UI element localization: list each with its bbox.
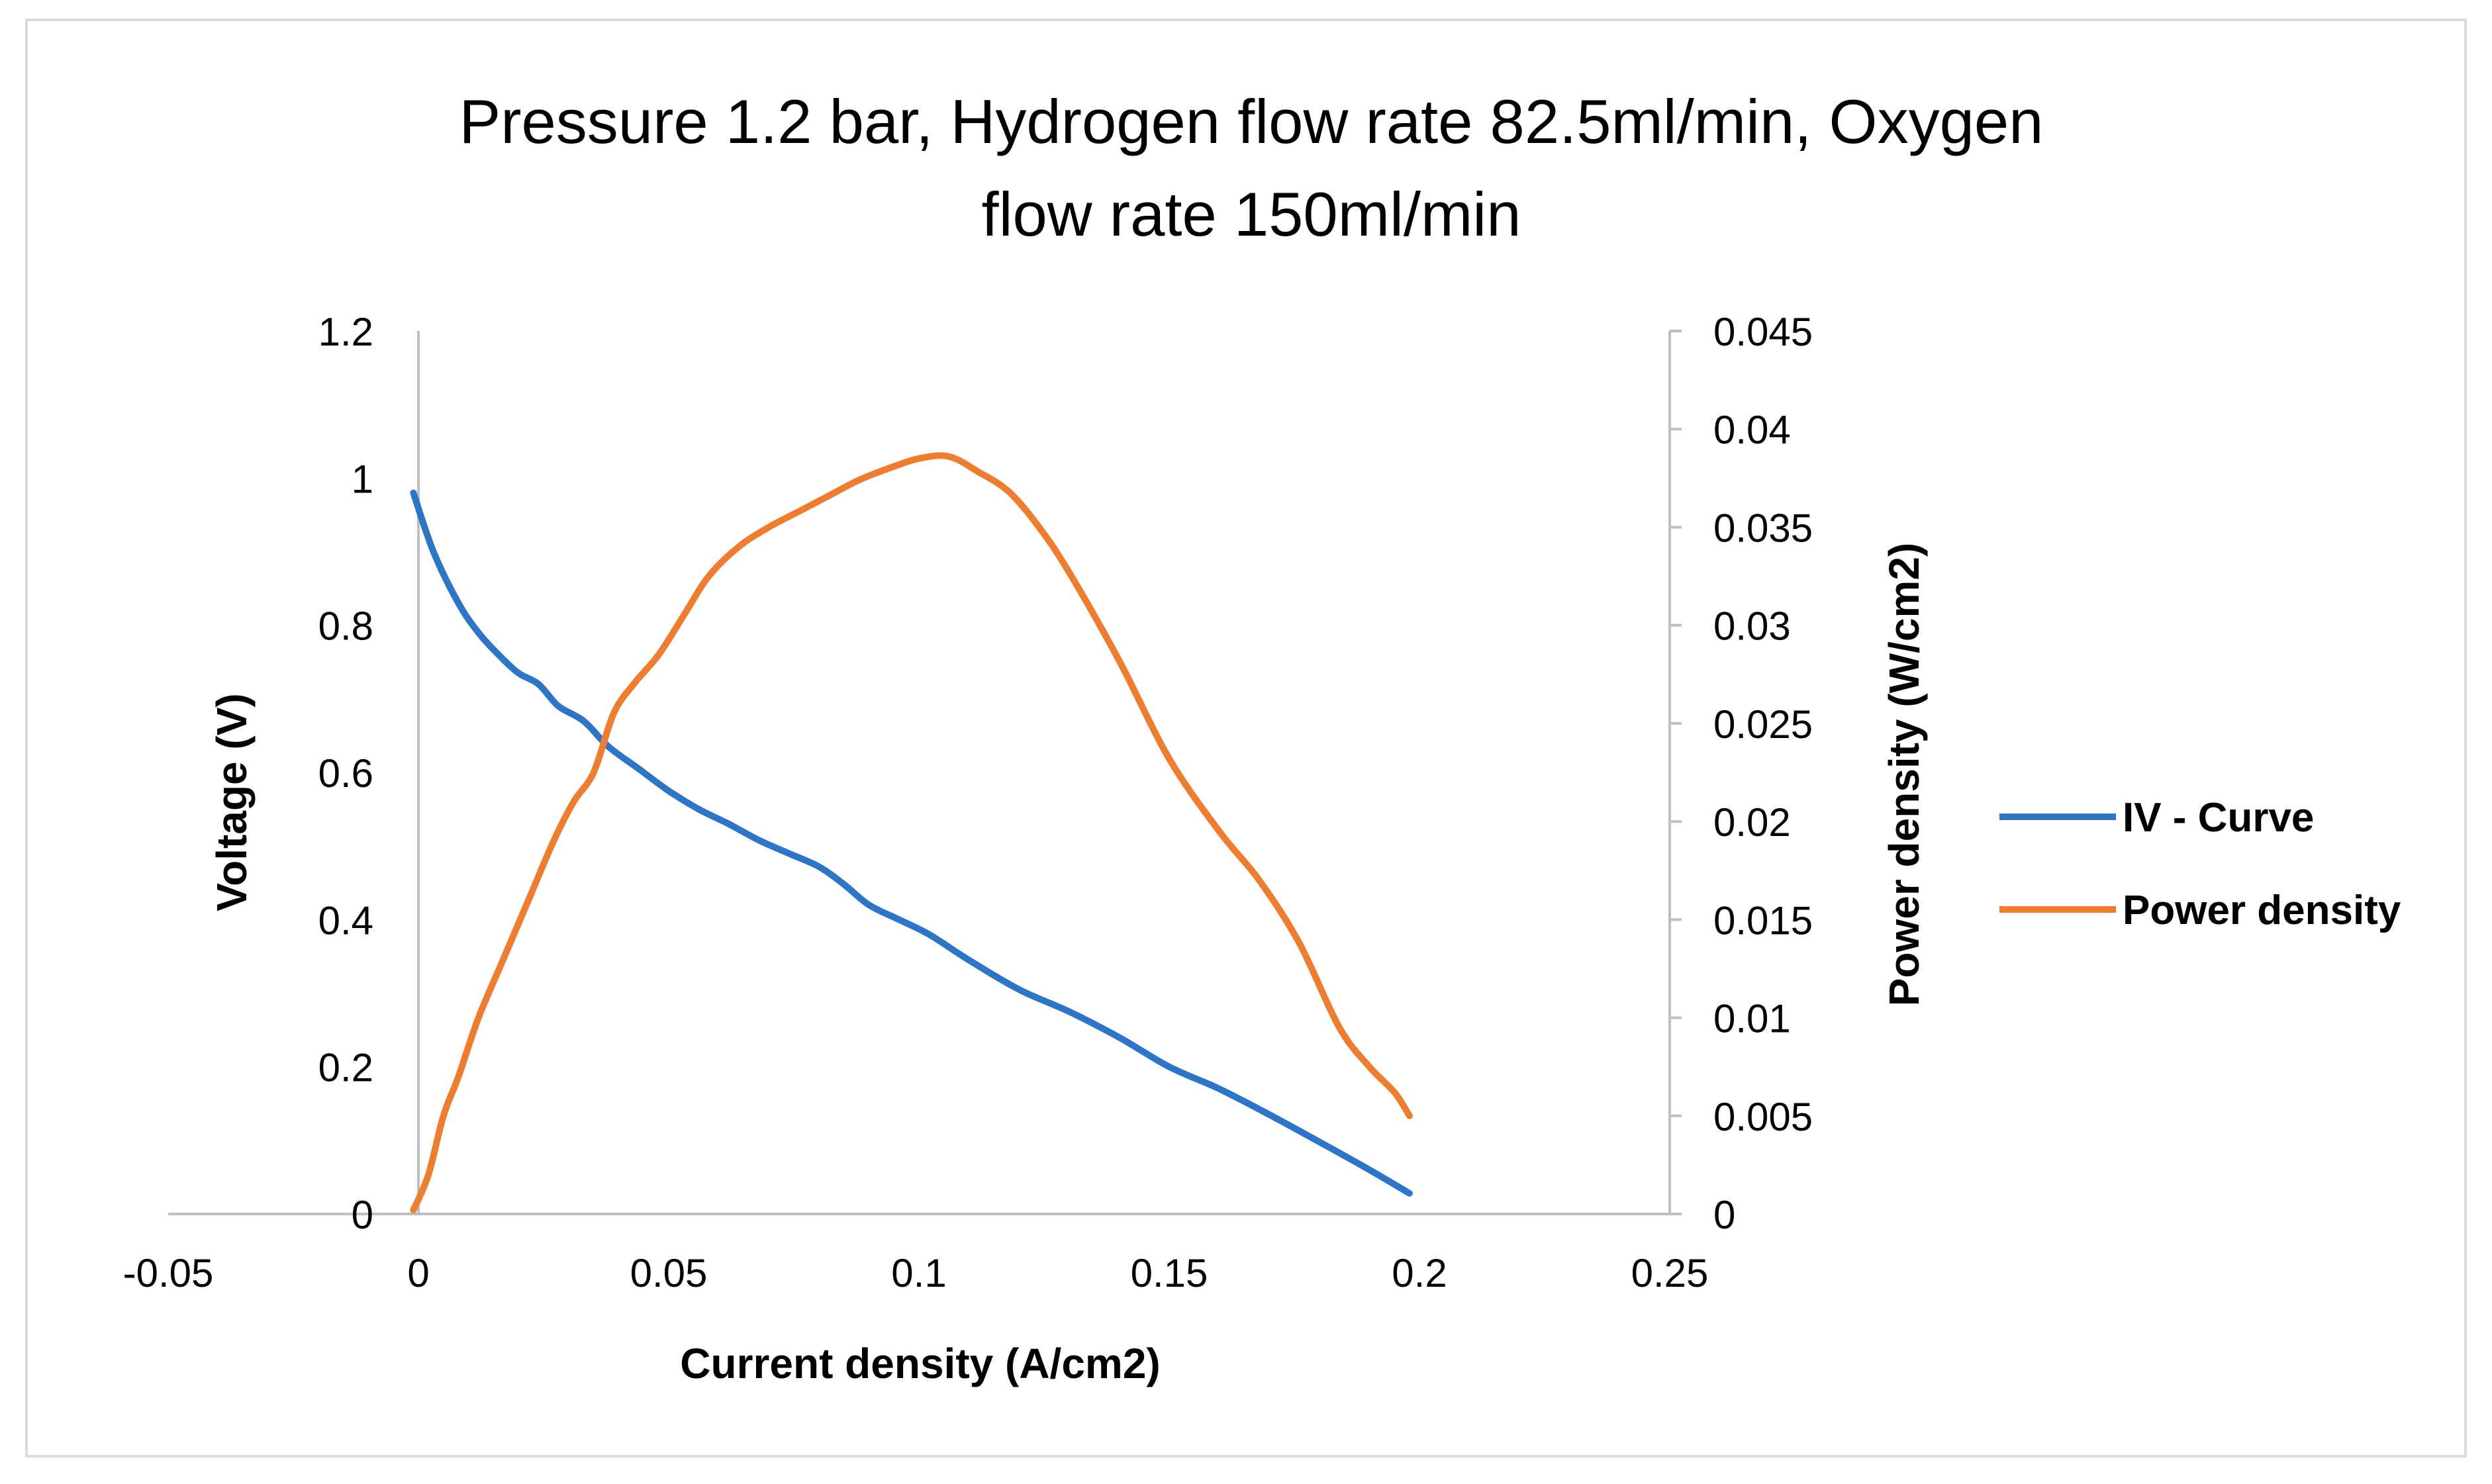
y2-tick-label: 0 xyxy=(1713,1193,1735,1237)
y-axis-title: Voltage (V) xyxy=(208,693,256,911)
x-tick-label: 0.2 xyxy=(1392,1251,1447,1295)
x-tick-label: 0.25 xyxy=(1631,1251,1709,1295)
axes-group xyxy=(168,330,1682,1215)
y2-tick-label: 0.04 xyxy=(1713,408,1791,452)
y-tick-label: 0.8 xyxy=(318,604,373,649)
series-line-power-density xyxy=(410,452,1413,1214)
y-tick-label: 0.6 xyxy=(318,751,373,796)
y2-tick-label: 0.01 xyxy=(1713,997,1791,1041)
y2-tick-label: 0.005 xyxy=(1713,1095,1813,1139)
chart-title-line-2: flow rate 150ml/min xyxy=(982,179,1521,249)
y2-tick-label: 0.025 xyxy=(1713,702,1813,747)
chart-frame xyxy=(25,19,2467,1458)
y2-tick-label: 0.02 xyxy=(1713,800,1791,845)
tick-labels: -0.05 0 0.05 0.1 0.15 0.2 0.2500.20.40.60.811.… xyxy=(123,310,1813,1295)
series-lines xyxy=(410,452,1413,1214)
legend-label-power-density: Power density xyxy=(2123,888,2401,933)
y2-tick-label: 0.045 xyxy=(1713,310,1813,354)
y-tick-label: 0.4 xyxy=(318,898,373,943)
y-tick-label: 1 xyxy=(352,457,373,501)
y-tick-label: 0.2 xyxy=(318,1046,373,1090)
x-tick-label: -0.05 xyxy=(123,1251,214,1295)
y2-tick-label: 0.015 xyxy=(1713,898,1813,943)
x-tick-label: 0.05 xyxy=(630,1251,708,1295)
series-line-iv-curve xyxy=(410,489,1413,1197)
y2-tick-label: 0.03 xyxy=(1713,604,1791,649)
x-tick-label: 0.15 xyxy=(1131,1251,1208,1295)
legend: IV - Curve Power density xyxy=(1999,795,2401,933)
y2-axis-title: Power density (W/cm2) xyxy=(1880,543,1928,1007)
y2-tick-label: 0.035 xyxy=(1713,506,1813,550)
chart-title-line-1: Pressure 1.2 bar, Hydrogen flow rate 82.… xyxy=(459,87,2044,156)
y-tick-label: 0 xyxy=(352,1193,373,1237)
legend-label-iv-curve: IV - Curve xyxy=(2123,795,2314,841)
x-tick-label: 0 xyxy=(407,1251,429,1295)
y-tick-label: 1.2 xyxy=(318,310,373,354)
x-axis-title: Current density (A/cm2) xyxy=(680,1340,1160,1387)
x-tick-label: 0.1 xyxy=(891,1251,946,1295)
